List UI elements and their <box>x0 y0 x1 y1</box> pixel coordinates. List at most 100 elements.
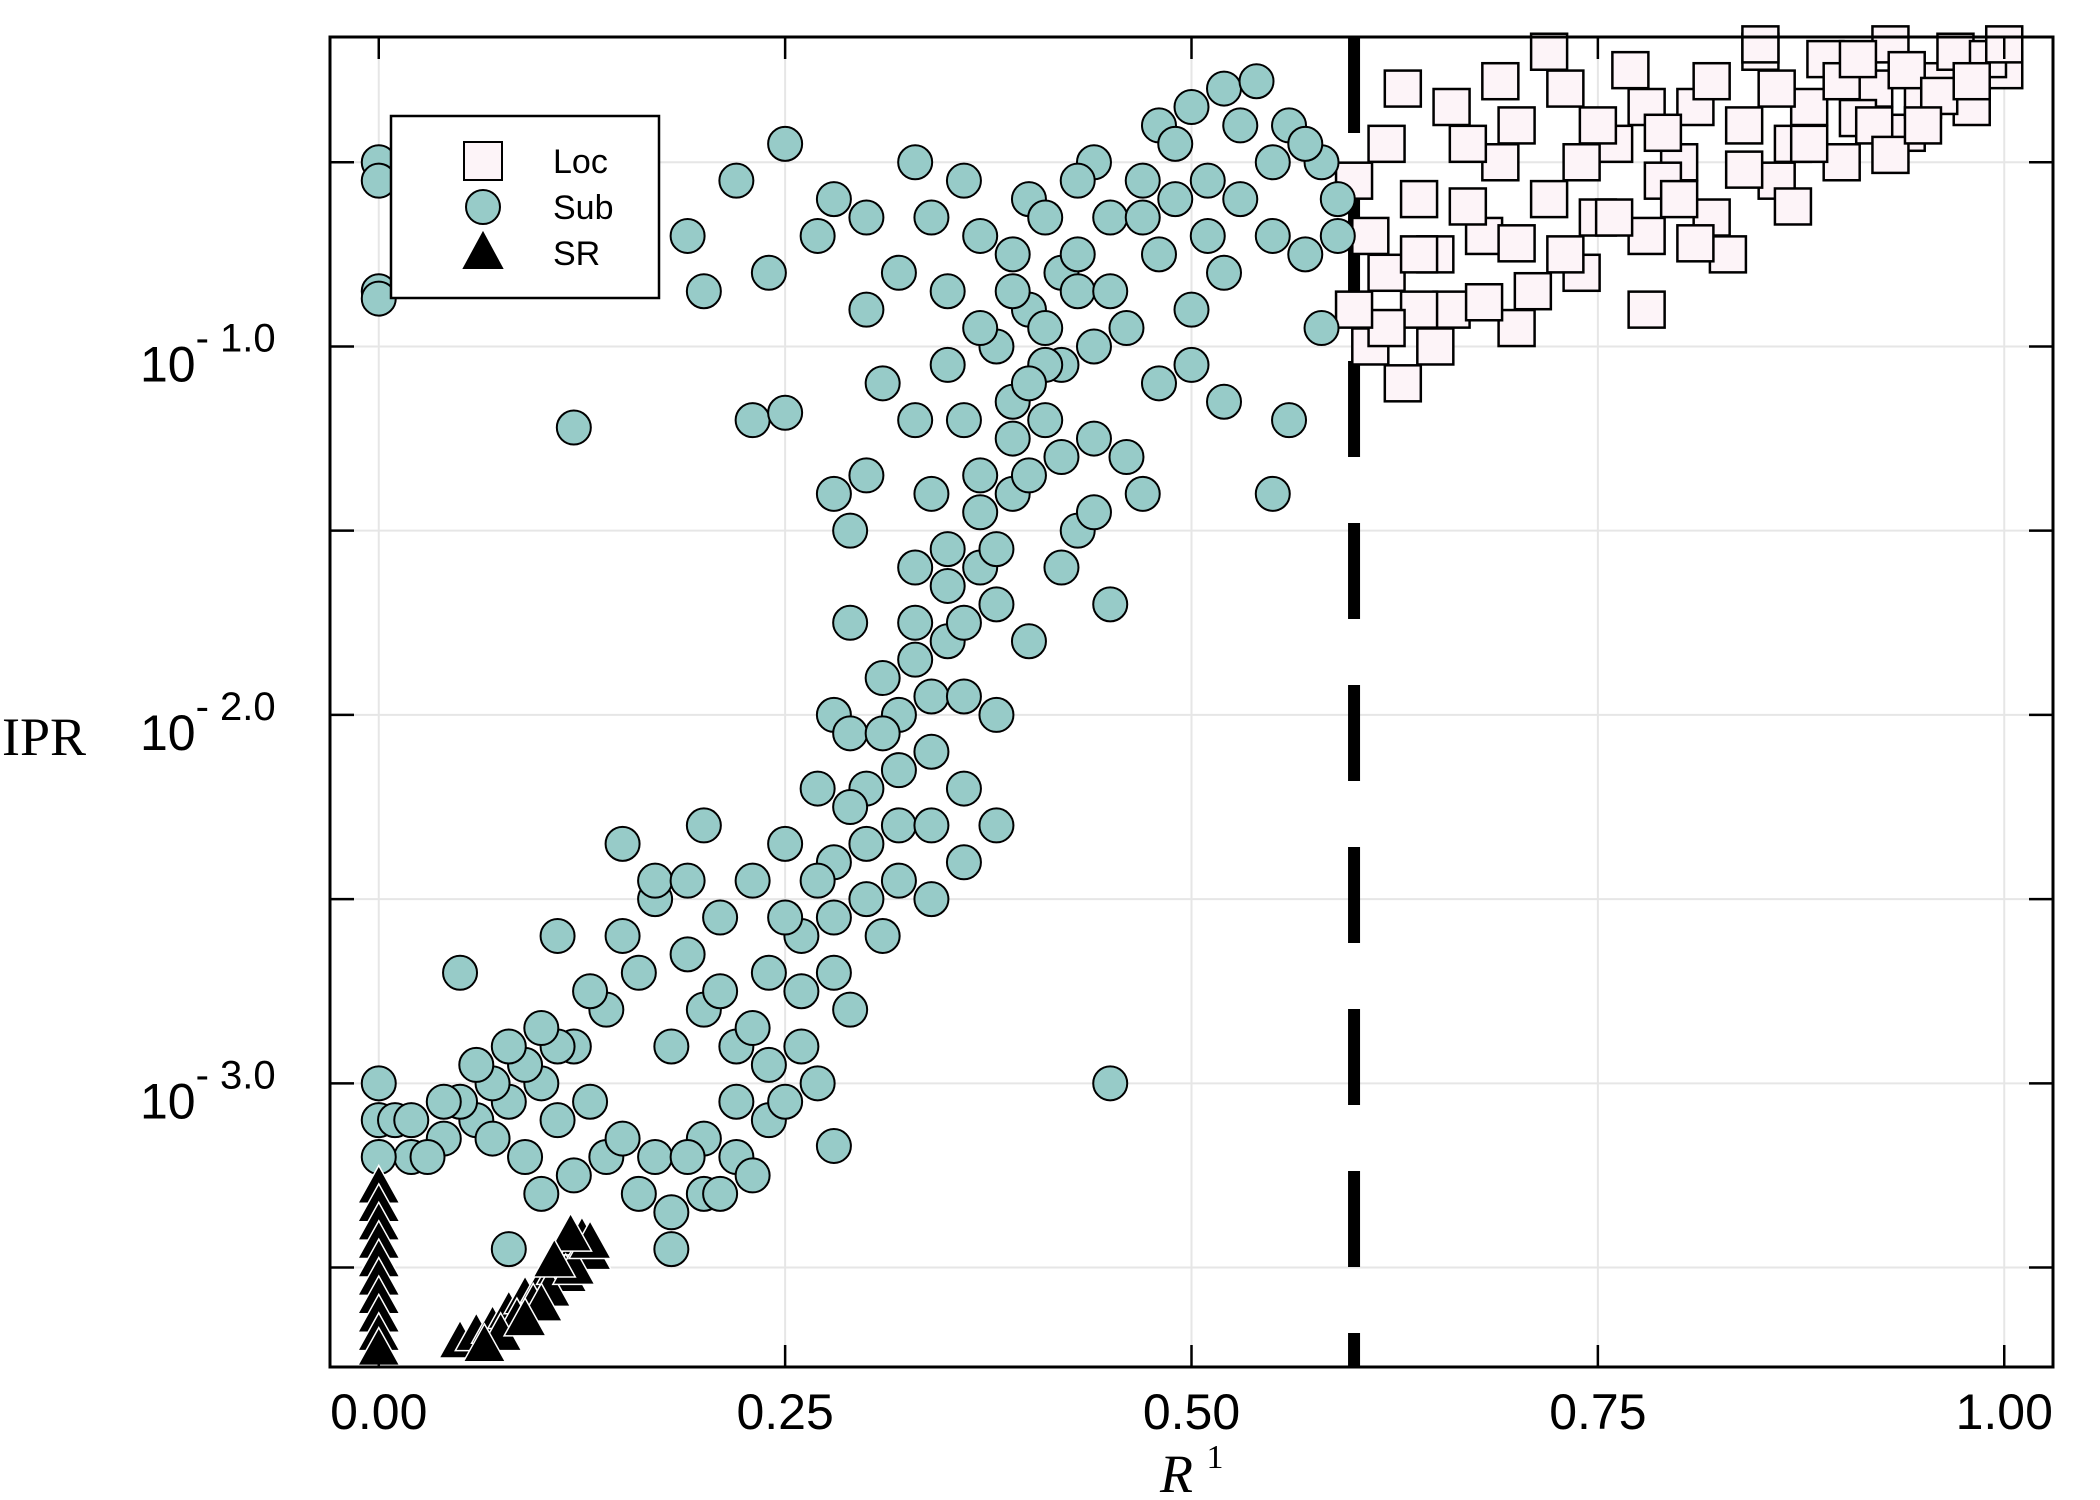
sub-point-60 <box>978 696 1015 733</box>
y-tick-label-1: 10- 2.0 <box>140 685 276 761</box>
sub-point-105 <box>604 917 641 954</box>
loc-point-52 <box>1659 179 1699 219</box>
sub-point-198 <box>799 1065 836 1102</box>
sub-point-136 <box>945 604 982 641</box>
sub-series <box>360 63 1356 1268</box>
sub-point-163 <box>929 567 966 604</box>
sub-point-205 <box>393 1102 430 1139</box>
sub-point-49 <box>945 402 982 439</box>
sub-point-6 <box>815 181 852 218</box>
sub-point-203 <box>458 1046 495 1083</box>
sub-point-143 <box>718 1083 755 1120</box>
x-tick-labels: 0.00 0.25 0.50 0.75 1.00 <box>330 1384 2053 1440</box>
sub-point-190 <box>1043 439 1080 475</box>
loc-point-62 <box>1416 327 1455 366</box>
sub-point-151 <box>442 954 479 991</box>
sub-point-148 <box>539 1102 576 1139</box>
sub-point-63 <box>880 807 917 844</box>
loc-point-53 <box>1724 150 1764 189</box>
sub-point-194 <box>913 807 950 844</box>
sub-point-149 <box>507 1139 544 1175</box>
sub-point-74 <box>523 1175 560 1212</box>
loc-point-67 <box>1692 61 1731 101</box>
sub-point-109 <box>734 862 771 899</box>
loc-point-75 <box>1399 235 1439 274</box>
y-tick-label-exponent: - 2.0 <box>196 685 276 729</box>
sub-point-207 <box>523 1010 560 1047</box>
sub-point-21 <box>815 1127 852 1164</box>
loc-point-73 <box>1871 135 1910 175</box>
loc-point-40 <box>1367 124 1406 164</box>
axis-ticks <box>330 37 2053 1367</box>
sub-point-83 <box>750 954 787 991</box>
sub-point-32 <box>1173 89 1210 125</box>
sub-point-153 <box>604 825 641 862</box>
sub-point-79 <box>978 807 1015 844</box>
sub-point-50 <box>913 475 950 512</box>
sub-point-24 <box>832 604 869 641</box>
sub-point-64 <box>848 881 885 918</box>
loc-point-48 <box>1383 69 1423 108</box>
sub-point-5 <box>718 162 755 199</box>
sub-point-204 <box>425 1083 462 1120</box>
loc-point-16 <box>1822 143 1861 182</box>
sub-point-158 <box>767 899 804 936</box>
sub-point-34 <box>1238 63 1275 100</box>
sub-point-123 <box>1189 217 1226 254</box>
sub-point-122 <box>1157 181 1194 218</box>
sub-point-185 <box>897 402 934 439</box>
sub-point-70 <box>653 1194 690 1231</box>
sub-point-170 <box>1157 125 1194 162</box>
sub-point-45 <box>1075 328 1112 365</box>
sub-point-138 <box>880 752 917 789</box>
x-tick-label-3: 0.75 <box>1549 1384 1646 1440</box>
sub-point-15 <box>734 402 771 439</box>
sub-point-160 <box>832 789 869 825</box>
loc-point-24 <box>1546 69 1585 108</box>
sub-point-55 <box>1027 402 1064 439</box>
sub-point-43 <box>1140 365 1177 402</box>
sub-point-134 <box>1010 457 1047 494</box>
sub-point-141 <box>783 973 820 1010</box>
sub-point-176 <box>962 217 999 254</box>
sub-point-104 <box>572 973 609 1010</box>
sub-point-124 <box>1222 181 1259 218</box>
loc-point-78 <box>1838 39 1878 79</box>
loc-point-34 <box>1708 235 1748 274</box>
x-tick-label-1: 0.25 <box>736 1384 833 1440</box>
sub-point-4 <box>767 125 804 162</box>
sub-point-71 <box>620 1175 657 1212</box>
sub-point-152 <box>539 917 576 954</box>
sub-point-87 <box>620 954 657 991</box>
legend-sub-marker <box>465 189 501 225</box>
y-tick-label-exponent: - 3.0 <box>196 1053 276 1097</box>
sub-point-173 <box>1254 217 1291 254</box>
sub-point-127 <box>1108 310 1145 347</box>
loc-point-4 <box>1432 290 1471 329</box>
x-tick-label-2: 0.50 <box>1143 1384 1240 1440</box>
sub-point-199 <box>767 1083 804 1120</box>
sub-point-165 <box>994 420 1031 457</box>
sub-point-146 <box>604 1120 641 1157</box>
sub-point-38 <box>1303 310 1340 347</box>
loc-point-1 <box>1383 364 1423 403</box>
loc-point-68 <box>1773 187 1813 226</box>
sub-point-196 <box>864 917 901 954</box>
sub-point-128 <box>1140 236 1177 273</box>
sub-point-132 <box>1075 420 1112 457</box>
sub-point-28 <box>945 162 982 199</box>
sub-point-161 <box>864 715 901 752</box>
sub-point-86 <box>653 1028 690 1065</box>
sub-point-75 <box>490 1231 527 1268</box>
legend-box <box>389 114 661 300</box>
loc-point-66 <box>1481 61 1520 101</box>
sub-point-171 <box>1189 162 1226 199</box>
x-tick-label-0: 0.00 <box>330 1384 427 1440</box>
sub-point-131 <box>1124 475 1161 512</box>
loc-point-63 <box>1351 216 1390 256</box>
sub-point-147 <box>572 1083 609 1120</box>
sub-point-7 <box>848 199 885 236</box>
sub-point-19 <box>832 512 869 549</box>
loc-point-76 <box>1448 124 1488 164</box>
sub-point-59 <box>1010 623 1047 660</box>
